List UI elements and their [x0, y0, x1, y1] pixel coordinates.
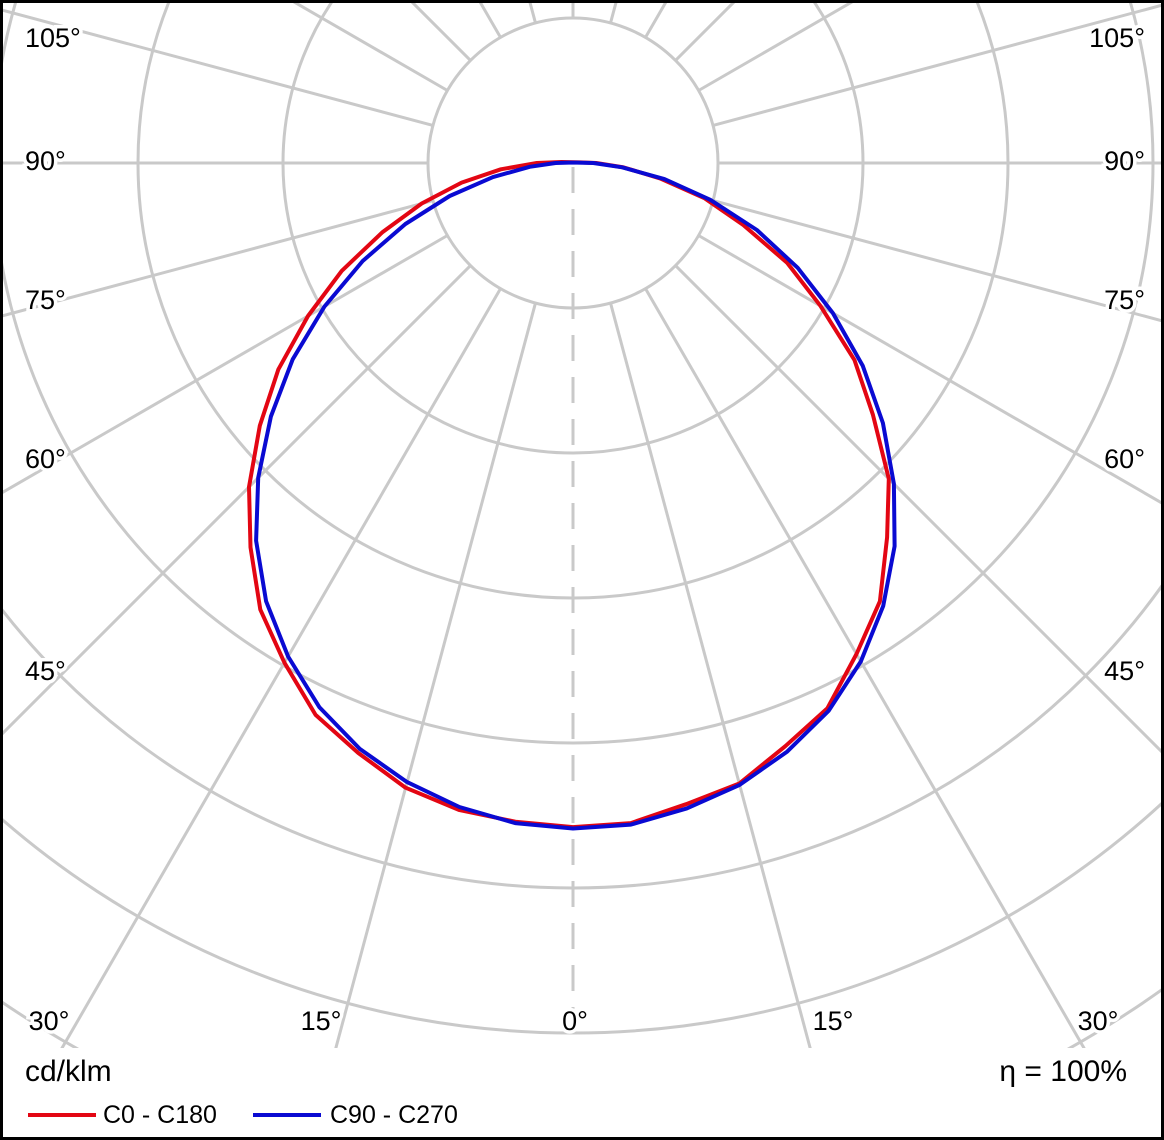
unit-label: cd/klm [25, 1055, 112, 1088]
series-c90-swatch [253, 1113, 321, 1117]
efficiency-label: η = 100% [999, 1055, 1127, 1088]
series-c0-swatch [28, 1113, 96, 1117]
svg-text:60°: 60° [25, 444, 66, 474]
svg-text:75°: 75° [1104, 285, 1145, 315]
svg-text:0°: 0° [562, 1006, 588, 1036]
svg-text:105°: 105° [25, 23, 81, 53]
svg-text:105°: 105° [1089, 23, 1145, 53]
svg-text:45°: 45° [25, 656, 66, 686]
svg-text:15°: 15° [813, 1006, 854, 1036]
svg-text:45°: 45° [1104, 656, 1145, 686]
svg-text:30°: 30° [29, 1006, 70, 1036]
polar-chart: 105° 90° 75° 60° 45° 105° 90° 75° 60° 45° 30° 15° 0°… [3, 3, 1161, 1048]
svg-text:15°: 15° [301, 1006, 342, 1036]
svg-text:90°: 90° [1104, 146, 1145, 176]
svg-text:75°: 75° [25, 285, 66, 315]
series-c90-label: C90 - C270 [330, 1101, 458, 1129]
series-c0-label: C0 - C180 [103, 1101, 217, 1129]
svg-text:90°: 90° [25, 146, 66, 176]
svg-text:30°: 30° [1078, 1006, 1119, 1036]
svg-text:60°: 60° [1104, 444, 1145, 474]
legend: C0 - C180 C90 - C270 [3, 1099, 1161, 1133]
